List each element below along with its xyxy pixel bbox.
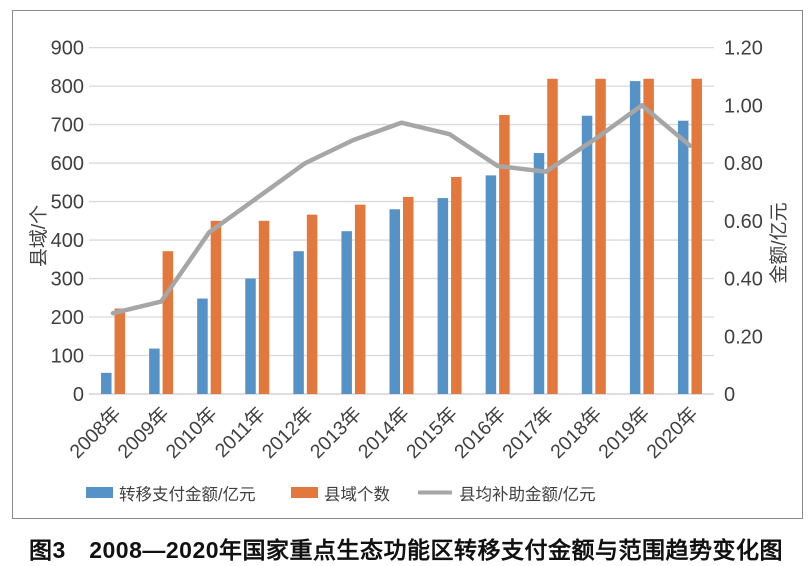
right-axis-tick: 0.40 <box>724 269 763 291</box>
x-axis-label-2013年: 2013年 <box>306 403 366 463</box>
transfer-amount-bar-2020年 <box>677 120 689 395</box>
transfer-amount-bar-2015年 <box>437 198 449 394</box>
x-axis-label-2011年: 2011年 <box>211 403 270 462</box>
county-count-bar-2013年 <box>354 204 366 394</box>
x-axis-label-2015年: 2015年 <box>402 403 462 463</box>
left-axis-tick: 100 <box>51 346 84 368</box>
left-axis-tick: 800 <box>51 76 84 98</box>
county-count-bar-2018年 <box>595 78 606 394</box>
county-count-bar-2014年 <box>403 196 414 394</box>
transfer-amount-bar-2010年 <box>197 298 208 394</box>
transfer-amount-bar-2018年 <box>581 115 593 394</box>
left-axis-tick: 600 <box>51 153 84 175</box>
county-count-bar-2020年 <box>691 78 702 394</box>
left-axis-tick: 300 <box>51 269 84 291</box>
right-axis-title: 金额/亿元 <box>768 202 790 283</box>
county-count-bar-2016年 <box>499 114 510 394</box>
county-count-bar-2015年 <box>451 176 462 394</box>
x-axis-label-2020年: 2020年 <box>642 403 702 463</box>
county-count-bar-2010年 <box>210 220 222 394</box>
county-count-bar-2017年 <box>547 78 558 394</box>
combo-chart: 0 100 200 300 400 500 600 700 800 900 0 0.20 0.40 0.6… <box>28 38 790 504</box>
right-axis-tick: 0.60 <box>724 211 763 233</box>
transfer-amount-bar-2013年 <box>341 231 352 394</box>
left-axis-tick: 500 <box>51 192 84 214</box>
x-axis-label-2012年: 2012年 <box>258 403 318 463</box>
left-axis-tick: 400 <box>51 230 84 252</box>
county-count-bar-2009年 <box>162 251 174 394</box>
county-count-bar-2019年 <box>643 78 654 394</box>
transfer-amount-bar-2009年 <box>149 348 160 394</box>
county-count-bar-2011年 <box>258 220 270 394</box>
right-axis-tick: 1.00 <box>724 95 763 117</box>
right-axis-tick: 0.20 <box>724 326 763 348</box>
right-axis-tick: 0 <box>724 384 735 406</box>
right-axis-tick: 1.20 <box>724 38 763 60</box>
x-axis-label-2008年: 2008年 <box>66 403 126 463</box>
right-axis-tick: 0.80 <box>724 153 763 175</box>
legend-item-transfer-amount-swatch <box>86 487 113 498</box>
chart-frame: 0 100 200 300 400 500 600 700 800 900 0 0.20 0.40 0.6… <box>12 10 803 519</box>
transfer-amount-bar-2016年 <box>485 175 497 394</box>
county-count-bar-2008年 <box>114 308 126 394</box>
transfer-amount-bar-2012年 <box>293 251 304 394</box>
left-axis-tick: 700 <box>51 115 84 137</box>
x-axis-label-2017年: 2017年 <box>498 403 558 463</box>
left-axis-title: 县域/个 <box>28 205 50 267</box>
transfer-amount-bar-2014年 <box>389 209 400 394</box>
x-axis-label-2016年: 2016年 <box>450 403 510 463</box>
x-axis-label-2018年: 2018年 <box>546 403 606 463</box>
legend-item-county-count-swatch <box>291 487 318 498</box>
left-axis-tick: 900 <box>51 38 84 60</box>
legend-item-avg-subsidy: 县均补助金额/亿元 <box>459 485 596 504</box>
avg-subsidy-line <box>110 103 693 316</box>
left-axis-tick: 0 <box>73 384 84 406</box>
x-axis-label-2014年: 2014年 <box>354 403 414 463</box>
county-count-bar-2012年 <box>306 214 318 394</box>
x-axis-label-2010年: 2010年 <box>162 403 222 463</box>
legend-item-transfer-amount: 转移支付金额/亿元 <box>119 485 256 504</box>
transfer-amount-bar-2011年 <box>245 278 256 394</box>
transfer-amount-bar-2019年 <box>629 81 641 395</box>
x-axis-label-2009年: 2009年 <box>114 403 174 463</box>
legend-item-county-count: 县域个数 <box>324 485 391 504</box>
left-axis-tick: 200 <box>51 307 84 329</box>
figure-caption: 图3 2008—2020年国家重点生态功能区转移支付金额与范围趋势变化图 <box>28 537 784 563</box>
transfer-amount-bar-2017年 <box>533 153 545 394</box>
transfer-amount-bar-2008年 <box>101 372 112 394</box>
x-axis-label-2019年: 2019年 <box>594 403 654 463</box>
